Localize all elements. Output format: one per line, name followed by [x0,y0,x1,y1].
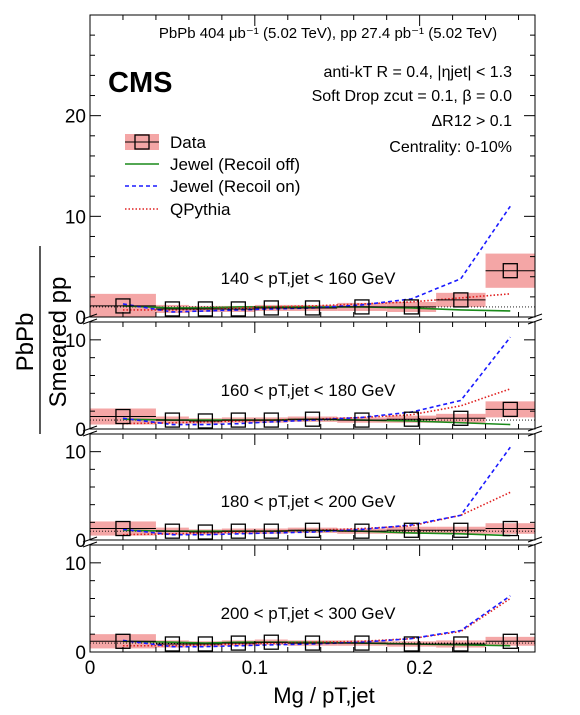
data-point [197,413,214,429]
panel-pt-range-label: 180 < pT,jet < 200 GeV [221,492,397,511]
legend-label-qpythia: QPythia [170,200,231,219]
series-jewel-recoil-on [122,205,511,313]
y-tick-label: 10 [65,554,86,575]
y-axis-title: PbPb Smeared pp [12,246,72,434]
panel-1: 0 10 20 140 < pT,jet < 160 GeV [65,14,536,329]
legend-label-jewel-off: Jewel (Recoil off) [170,155,300,174]
y-tick-label: 10 [65,331,86,352]
axis-break-mark [82,541,98,548]
data-point [115,408,131,425]
data-point [403,636,420,652]
data-point [354,412,370,428]
lumi-label: PbPb 404 μb⁻¹ (5.02 TeV), pp 27.4 pb⁻¹ (… [159,25,497,42]
data-point [502,401,518,418]
data-point [230,635,246,651]
data-point [263,634,279,650]
data-point [304,522,321,538]
panel-4: 0 10 200 < pT,jet < 300 GeV [65,536,543,664]
series-jewel-recoil-on [122,595,511,648]
y-tick-label: 0 [75,531,86,552]
axis-break-mark [82,318,98,325]
info-softdrop: Soft Drop zcut = 0.1, β = 0.0 [312,88,513,105]
axis-break-mark [82,536,98,543]
legend: Data Jewel (Recoil off) Jewel (Recoil on… [125,133,300,219]
series-qpythia [122,293,511,311]
x-tick-label: 0.2 [406,658,432,679]
panel-frame [89,14,536,318]
info-delta-r: ΔR12 > 0.1 [431,113,512,130]
panel-pt-range-label: 200 < pT,jet < 300 GeV [221,604,397,623]
panel-pt-range-label: 160 < pT,jet < 180 GeV [221,381,397,400]
y-tick-label: 10 [65,443,86,464]
legend-label-data: Data [170,133,206,152]
data-point [304,411,321,427]
data-point [502,633,518,649]
axis-break-mark [527,430,543,437]
series-jewel-recoil-on [122,446,511,536]
data-point [197,524,214,540]
data-point [230,301,246,317]
data-point [502,520,518,537]
y-axis-label-denominator: Smeared pp [45,277,72,408]
data-point [164,412,181,428]
info-jet-algo: anti-kT R = 0.4, |ηjet| < 1.3 [323,64,512,81]
y-axis-label-numerator: PbPb [12,313,39,372]
data-point [453,522,469,538]
data-point [230,523,246,539]
x-tick-label: 0.1 [242,658,268,679]
data-point [304,300,321,316]
data-point [230,412,246,428]
data-point [403,411,420,427]
axis-break-mark [527,313,543,320]
data-point [164,523,181,539]
x-tick-label: 0 [85,658,96,679]
legend-data-marker [125,134,159,150]
panel-3: 0 10 180 < pT,jet < 200 GeV [65,425,543,552]
data-point [403,299,420,315]
data-point [164,301,181,317]
data-point [263,412,279,428]
axis-break-mark [527,318,543,325]
panel-pt-range-label: 140 < pT,jet < 160 GeV [221,269,397,288]
info-centrality: Centrality: 0-10% [389,139,512,156]
axis-break-mark [527,536,543,543]
data-point [453,410,469,426]
data-point [354,523,370,539]
legend-label-jewel-on: Jewel (Recoil on) [170,177,300,196]
data-point [502,263,518,279]
axis-break-mark [527,425,543,432]
data-point [453,636,469,652]
data-point [453,292,469,308]
axis-break-mark [82,430,98,437]
data-point [403,522,420,538]
y-tick-label: 20 [65,107,86,128]
data-point [263,523,279,539]
data-uncertainty-band [90,293,156,317]
data-point [354,635,370,651]
data-point [263,300,279,316]
axis-break-mark [82,425,98,432]
x-axis-label: Mg / pT,jet [273,683,374,708]
y-tick-label: 0 [75,643,86,664]
data-point [354,299,370,315]
data-point [197,301,214,317]
cms-logo-text: CMS [108,67,172,99]
axis-break-mark [527,541,543,548]
y-tick-label: 0 [75,420,86,441]
axis-break-mark [82,313,98,320]
data-point [304,635,321,651]
y-tick-label: 10 [65,207,86,228]
panel-2: 0 10 160 < pT,jet < 180 GeV [65,313,543,441]
data-point [197,636,214,652]
y-tick-label: 0 [75,308,86,329]
data-point [164,636,181,652]
